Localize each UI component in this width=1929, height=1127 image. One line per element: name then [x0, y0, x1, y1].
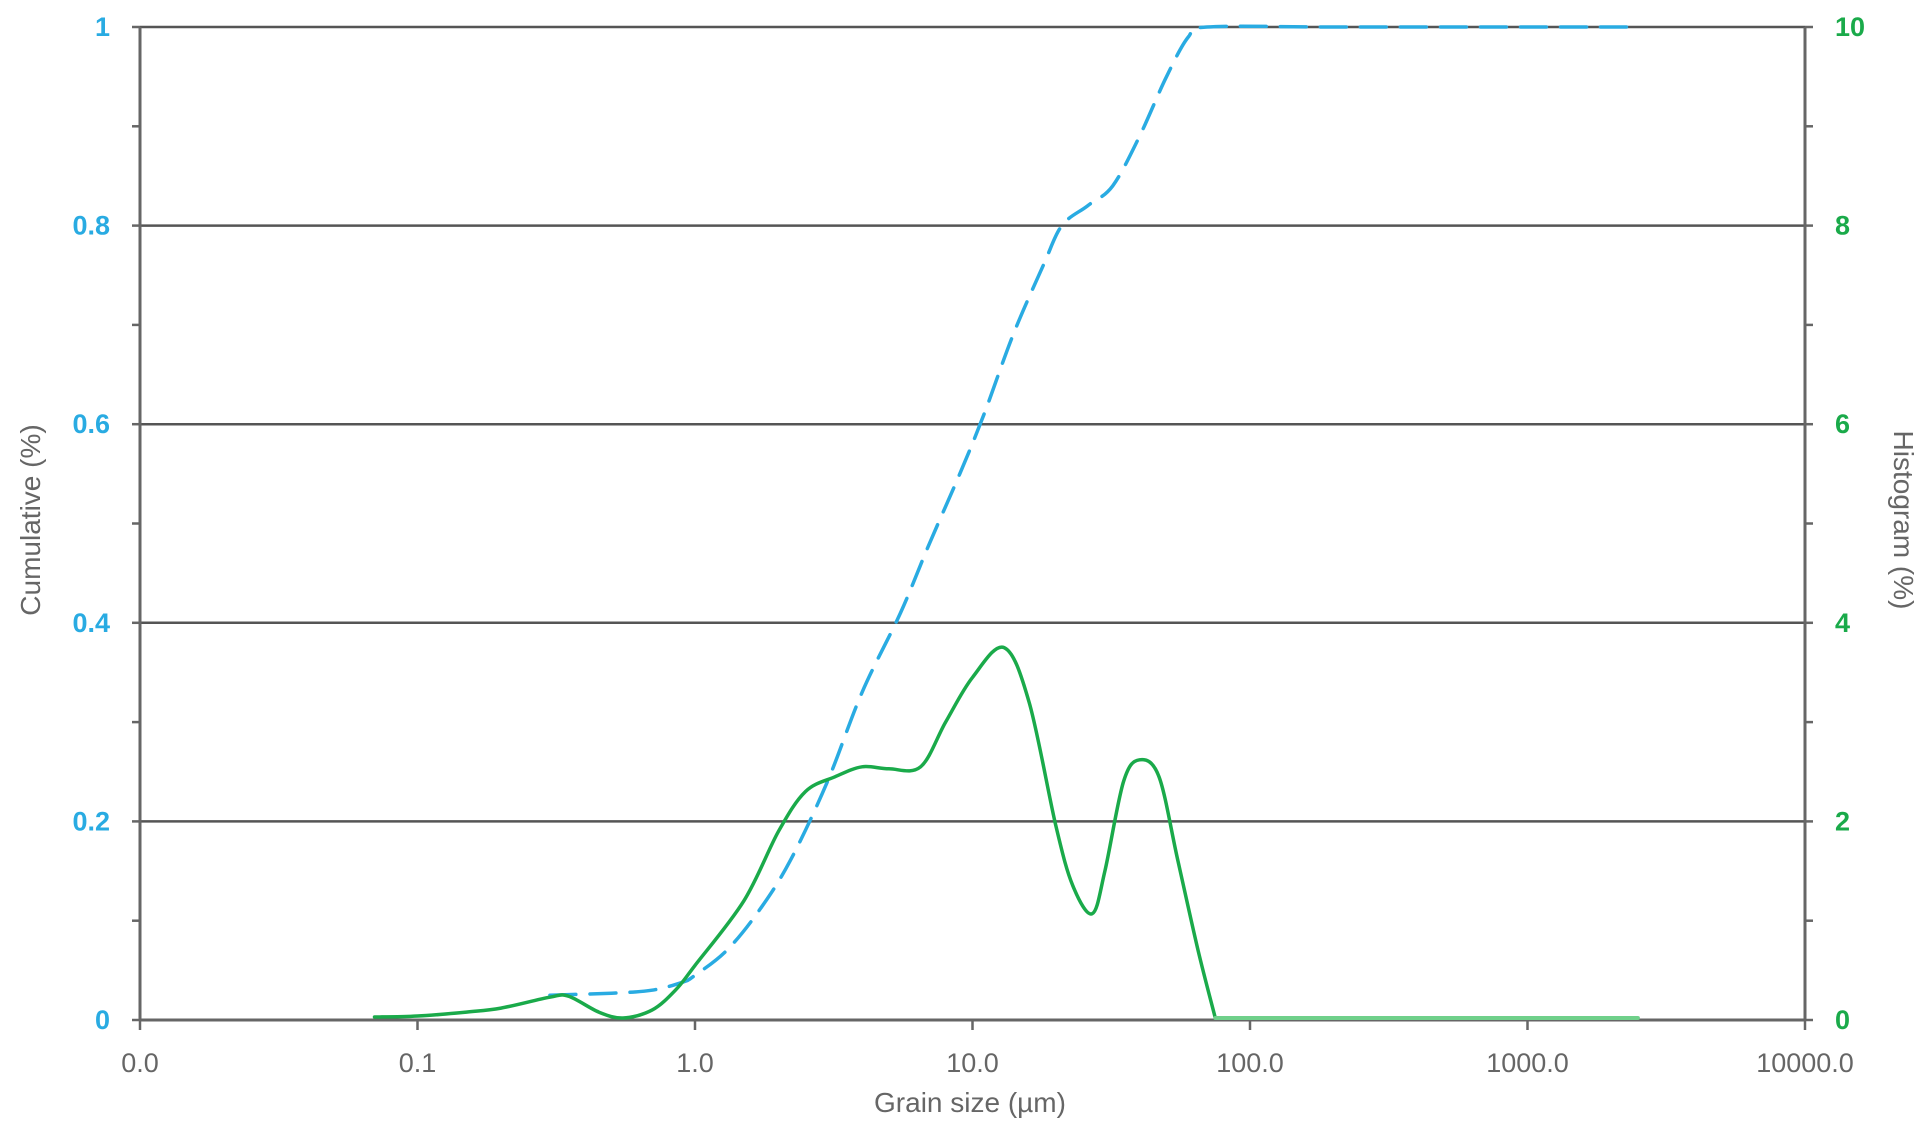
left-y-tick-label: 0.4 [72, 608, 110, 638]
x-tick-label: 1000.0 [1486, 1048, 1569, 1078]
right-y-tick-label: 10 [1835, 12, 1865, 42]
cumulative-series-line [548, 24, 1640, 997]
left-y-tick-label: 0 [95, 1005, 110, 1035]
x-tick-label: 1.0 [676, 1048, 714, 1078]
left-y-tick-label: 0.8 [72, 211, 110, 241]
right-y-tick-label: 2 [1835, 806, 1850, 836]
x-tick-label: 10.0 [946, 1048, 999, 1078]
left-y-axis-title: Cumulative (%) [15, 424, 46, 615]
axes [132, 25, 1813, 1030]
right-y-axis-title: Histogram (%) [1888, 431, 1919, 610]
histogram-series-line [372, 645, 1218, 1020]
x-tick-label: 0.0 [121, 1048, 159, 1078]
data-series [372, 24, 1640, 1020]
grid-lines [140, 25, 1805, 823]
left-y-tick-label: 1 [95, 12, 110, 42]
tick-labels: 0.0 0.1 1.0 10.0 100.0 1000.0 10000.0 0 0.2 0.4 0.… [72, 12, 1865, 1078]
x-tick-label: 10000.0 [1756, 1048, 1854, 1078]
left-y-tick-label: 0.6 [72, 409, 110, 439]
right-y-tick-label: 6 [1835, 409, 1850, 439]
x-tick-label: 100.0 [1216, 1048, 1284, 1078]
x-axis-title: Grain size (µm) [874, 1087, 1066, 1118]
x-tick-label: 0.1 [399, 1048, 437, 1078]
right-y-tick-label: 0 [1835, 1005, 1850, 1035]
left-y-tick-label: 0.2 [72, 806, 110, 836]
right-y-tick-label: 8 [1835, 211, 1850, 241]
right-y-tick-label: 4 [1835, 608, 1850, 638]
